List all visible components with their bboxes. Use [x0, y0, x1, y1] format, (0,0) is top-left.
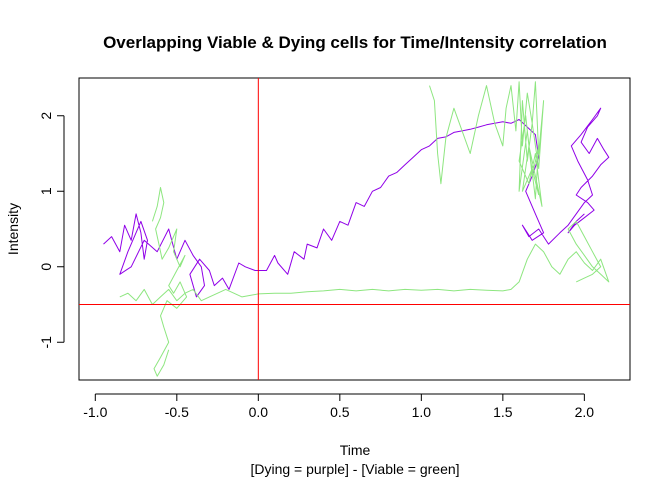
x-tick-label: 0.0: [249, 404, 269, 420]
series-line-1: [119, 220, 610, 305]
x-axis: -1.0 -0.5 0.0 0.5 1.0 1.5 2.0: [83, 393, 595, 420]
x-tick-label: -0.5: [165, 404, 189, 420]
series-line-0: [103, 107, 610, 298]
x-tick-label: 0.5: [330, 404, 350, 420]
x-axis-sublabel: [Dying = purple] - [Viable = green]: [250, 461, 459, 477]
y-axis: -1 0 1 2: [38, 112, 65, 349]
y-axis-label: Intensity: [5, 203, 21, 255]
x-tick-label: 1.5: [493, 404, 513, 420]
plot-frame: [78, 77, 631, 381]
x-tick-label: 1.0: [412, 404, 432, 420]
x-axis-label: Time: [340, 442, 371, 458]
series-line-2: [151, 187, 188, 377]
x-tick-label: 2.0: [575, 404, 595, 420]
y-tick-label: -1: [38, 336, 54, 349]
series-layer: [103, 81, 610, 377]
reference-lines: [79, 78, 630, 380]
series-line-3: [429, 81, 545, 207]
y-tick-label: 2: [38, 112, 54, 120]
chart-title: Overlapping Viable & Dying cells for Tim…: [103, 33, 607, 52]
x-tick-label: -1.0: [83, 404, 107, 420]
y-tick-label: 1: [38, 187, 54, 195]
y-tick-label: 0: [38, 263, 54, 271]
